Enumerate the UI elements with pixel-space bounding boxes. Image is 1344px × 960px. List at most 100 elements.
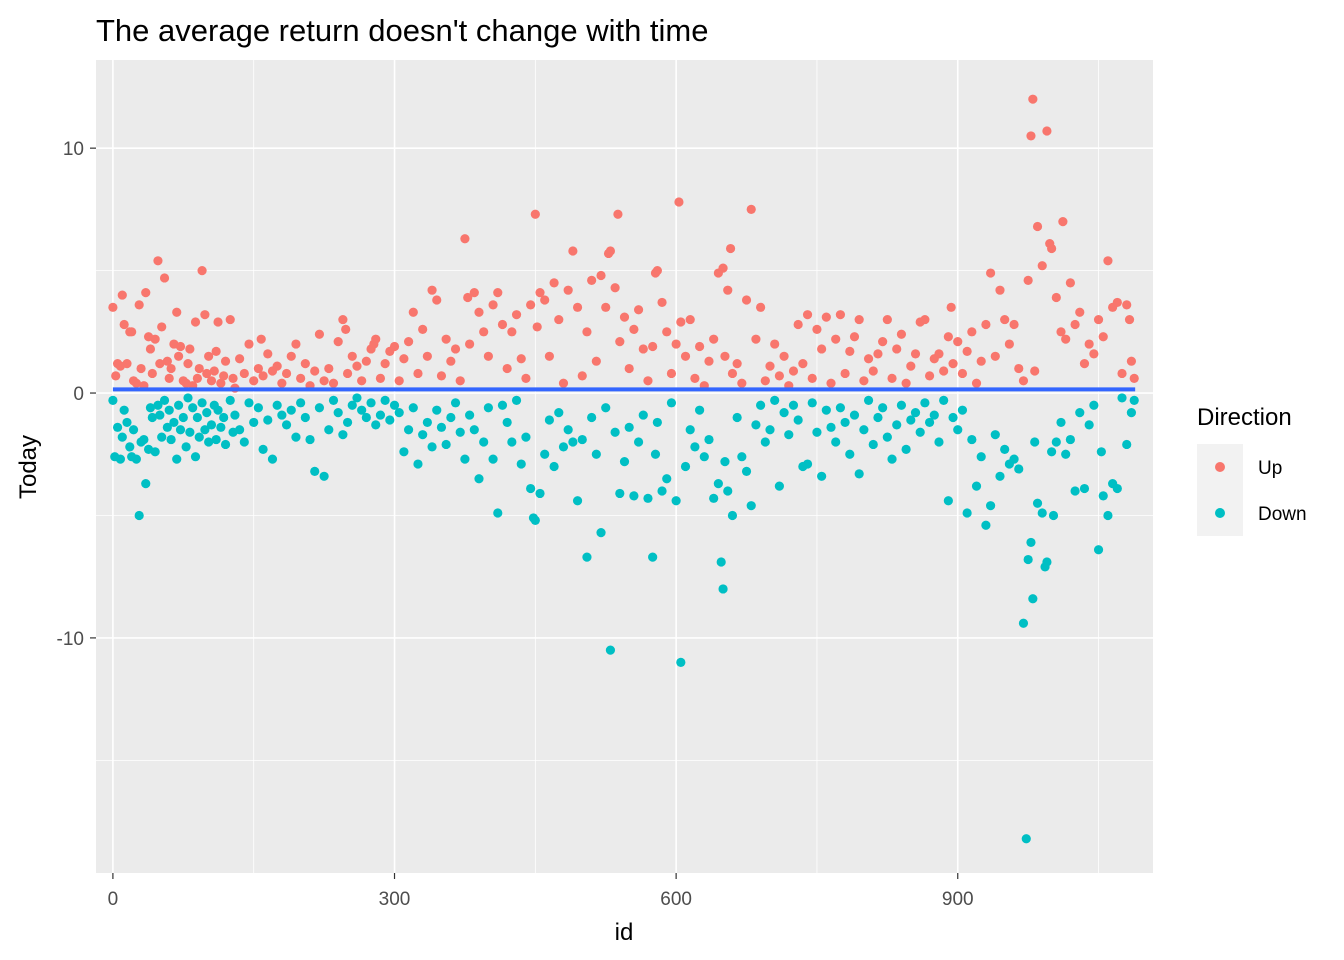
point-up (166, 363, 176, 374)
point-down (277, 410, 287, 420)
point-down (1047, 447, 1057, 457)
point-up (145, 344, 156, 354)
point-down (718, 584, 728, 594)
point-up (403, 337, 414, 347)
point-up (213, 317, 223, 327)
point-down (441, 439, 451, 450)
point-down (568, 437, 578, 447)
point-down (162, 422, 172, 432)
point-up (540, 295, 550, 305)
point-up (253, 363, 263, 374)
point-up (725, 243, 736, 254)
point-down (192, 412, 202, 423)
point-down (751, 420, 761, 430)
point-down (605, 645, 616, 655)
point-up (310, 366, 320, 376)
point-up (1058, 217, 1068, 227)
point-down (892, 420, 902, 430)
point-up (1093, 314, 1104, 325)
point-up (638, 344, 648, 354)
point-up (1037, 261, 1047, 271)
point-up (976, 356, 986, 366)
point-up (219, 371, 229, 381)
point-up (1047, 243, 1057, 254)
point-down (929, 410, 939, 420)
point-down (943, 496, 953, 506)
point-up (185, 344, 195, 354)
point-up (394, 376, 404, 386)
point-up (1117, 368, 1127, 379)
point-down (680, 461, 691, 472)
point-up (934, 349, 944, 359)
point-up (568, 246, 578, 256)
point-down (474, 474, 484, 484)
point-up (605, 246, 616, 256)
point-up (159, 273, 170, 283)
point-up (194, 363, 204, 374)
point-down (619, 457, 630, 467)
point-up (939, 366, 949, 376)
point-up (526, 300, 536, 310)
point-down (737, 452, 747, 462)
point-down (117, 432, 127, 442)
point-down (108, 395, 118, 405)
point-down (535, 488, 545, 499)
point-up (131, 378, 141, 388)
point-up (727, 368, 738, 379)
point-down (704, 434, 714, 445)
point-down (446, 412, 456, 423)
point-down (624, 422, 634, 432)
point-down (657, 486, 667, 496)
point-up (845, 346, 855, 357)
point-up (263, 349, 273, 359)
point-down (638, 410, 648, 420)
point-down (650, 449, 661, 459)
point-up (521, 373, 531, 383)
point-up (920, 314, 930, 325)
point-up (882, 314, 892, 325)
point-down (1009, 454, 1019, 464)
point-up (463, 292, 473, 303)
x-tick-label: 300 (379, 889, 411, 910)
point-down (746, 501, 756, 511)
point-up (162, 356, 172, 366)
point-down (432, 405, 442, 415)
point-down (450, 398, 461, 408)
point-down (230, 410, 240, 420)
point-up (190, 317, 201, 327)
legend-key-up (1215, 462, 1225, 472)
point-down (122, 417, 132, 428)
point-up (1089, 349, 1099, 359)
point-up (1023, 275, 1033, 285)
point-up (591, 356, 601, 366)
point-up (172, 307, 182, 317)
point-down (147, 412, 157, 423)
point-up (826, 378, 836, 388)
point-down (483, 403, 493, 413)
point-down (873, 412, 883, 423)
point-down (460, 454, 470, 464)
point-up (446, 356, 456, 366)
point-up (361, 356, 371, 366)
point-up (1065, 278, 1075, 288)
point-up (413, 368, 423, 379)
point-up (1129, 373, 1139, 383)
point-down (662, 474, 672, 484)
point-down (263, 415, 273, 425)
point-down (150, 447, 160, 457)
point-up (469, 288, 479, 298)
point-down (554, 408, 564, 418)
point-down (939, 395, 949, 405)
point-up (1014, 363, 1024, 374)
point-up (375, 373, 386, 383)
point-up (901, 378, 911, 388)
point-down (178, 412, 188, 423)
point-up (906, 361, 916, 371)
point-up (352, 361, 362, 371)
point-up (793, 319, 803, 330)
point-down (812, 427, 822, 437)
point-up (1103, 256, 1113, 266)
point-down (1079, 483, 1090, 494)
point-down (1117, 393, 1127, 403)
point-up (835, 310, 846, 320)
